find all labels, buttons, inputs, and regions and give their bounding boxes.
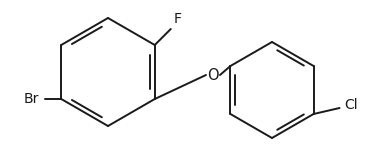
Text: Cl: Cl	[344, 98, 358, 112]
Text: Br: Br	[24, 92, 39, 106]
Text: F: F	[174, 12, 182, 26]
Text: O: O	[207, 67, 219, 82]
